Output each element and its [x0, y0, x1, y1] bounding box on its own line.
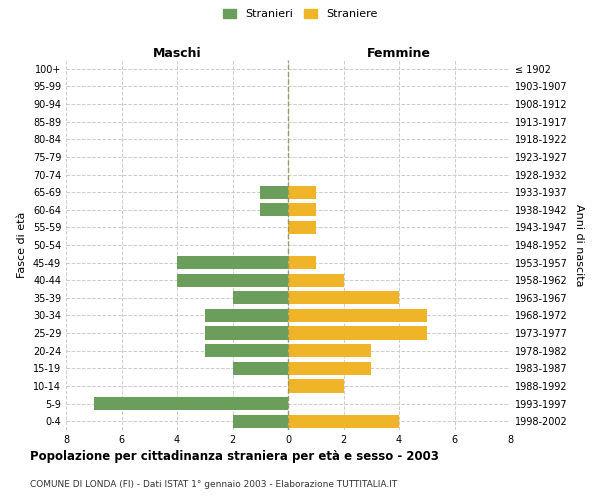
Bar [288, 309, 427, 322]
Bar [205, 326, 288, 340]
Bar [288, 203, 316, 216]
Legend: Stranieri, Straniere: Stranieri, Straniere [219, 6, 381, 22]
Bar [205, 309, 288, 322]
Bar [177, 274, 288, 287]
Bar [288, 274, 343, 287]
Y-axis label: Fasce di età: Fasce di età [17, 212, 27, 278]
Bar [288, 291, 399, 304]
Text: Maschi: Maschi [152, 47, 202, 60]
Bar [205, 344, 288, 358]
Bar [288, 186, 316, 198]
Bar [233, 414, 288, 428]
Bar [288, 326, 427, 340]
Bar [288, 380, 343, 392]
Bar [260, 203, 288, 216]
Bar [288, 344, 371, 358]
Bar [233, 362, 288, 375]
Y-axis label: Anni di nascita: Anni di nascita [574, 204, 584, 286]
Bar [177, 256, 288, 269]
Bar [233, 291, 288, 304]
Bar [94, 397, 288, 410]
Bar [288, 221, 316, 234]
Text: COMUNE DI LONDA (FI) - Dati ISTAT 1° gennaio 2003 - Elaborazione TUTTITALIA.IT: COMUNE DI LONDA (FI) - Dati ISTAT 1° gen… [30, 480, 397, 489]
Text: Femmine: Femmine [367, 47, 431, 60]
Bar [288, 414, 399, 428]
Bar [288, 256, 316, 269]
Text: Popolazione per cittadinanza straniera per età e sesso - 2003: Popolazione per cittadinanza straniera p… [30, 450, 439, 463]
Bar [260, 186, 288, 198]
Bar [288, 362, 371, 375]
